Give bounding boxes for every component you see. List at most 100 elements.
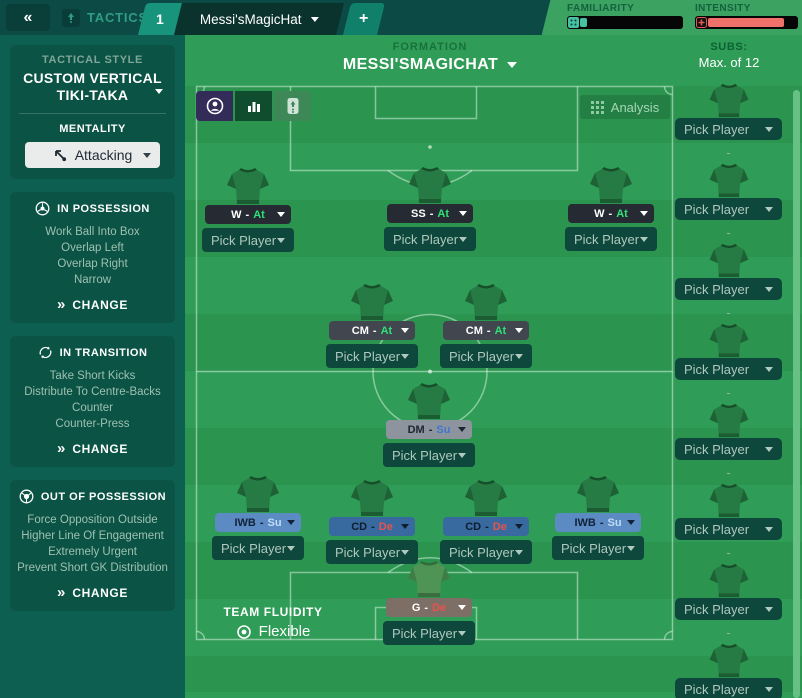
position-slot-winger-right: W - At Pick Player xyxy=(565,204,657,251)
role-dropdown[interactable]: W - At xyxy=(568,204,654,223)
instruction-item: Higher Line Of Engagement xyxy=(21,530,164,542)
position-slot-winger-left: W - At Pick Player xyxy=(202,205,294,252)
pick-player-dropdown[interactable]: Pick Player xyxy=(202,228,294,252)
subs-scrollbar[interactable] xyxy=(793,90,800,698)
pick-player-dropdown[interactable]: Pick Player xyxy=(552,536,644,560)
tactics-nav-label: TACTICS xyxy=(87,10,148,25)
role-separator: - xyxy=(608,207,613,220)
instruction-item: Prevent Short GK Distribution xyxy=(17,562,168,574)
tab-name-label: Messi'sMagicHat xyxy=(199,11,302,27)
formation-dropdown[interactable]: MESSI'SMAGICHAT xyxy=(343,56,518,74)
player-shirt-icon[interactable] xyxy=(407,165,453,205)
player-shirt-icon[interactable] xyxy=(225,166,271,206)
in-transition-card: IN TRANSITION Take Short Kicks Distribut… xyxy=(10,336,175,467)
goalkeeper-shirt-icon[interactable] xyxy=(406,559,452,599)
sub-slot-2: Pick Player - xyxy=(675,198,782,239)
role-separator: - xyxy=(424,601,429,614)
analysis-button[interactable]: Analysis xyxy=(580,95,670,119)
tactical-style-label: TACTICAL STYLE xyxy=(42,54,143,66)
sub-pick-player-dropdown[interactable]: Pick Player xyxy=(675,198,782,220)
chevron-down-icon xyxy=(401,549,409,555)
pick-player-dropdown[interactable]: Pick Player xyxy=(440,540,532,564)
role-dropdown[interactable]: CM - At xyxy=(329,321,415,340)
role-dropdown[interactable]: IWB - Su xyxy=(555,513,641,532)
sub-pick-player-dropdown[interactable]: Pick Player xyxy=(675,358,782,380)
mentality-dropdown[interactable]: Attacking xyxy=(25,142,160,168)
role-label: IWB xyxy=(234,516,256,529)
pick-player-dropdown[interactable]: Pick Player xyxy=(440,344,532,368)
player-shirt-icon[interactable] xyxy=(463,282,509,322)
tactic-tabs: 1 Messi'sMagicHat + xyxy=(138,3,385,35)
role-dropdown[interactable]: IWB - Su xyxy=(215,513,301,532)
role-dropdown[interactable]: CM - At xyxy=(443,321,529,340)
chevron-down-icon xyxy=(401,353,409,359)
sub-pick-player-dropdown[interactable]: Pick Player xyxy=(675,518,782,540)
sub-pick-player-dropdown[interactable]: Pick Player xyxy=(675,678,782,698)
tactics-nav[interactable]: TACTICS xyxy=(62,0,148,35)
role-dropdown[interactable]: CD - De xyxy=(329,517,415,536)
pick-player-label: Pick Player xyxy=(561,540,627,556)
sub-pick-player-dropdown[interactable]: Pick Player xyxy=(675,598,782,620)
instruction-item: Extremely Urgent xyxy=(48,546,137,558)
pick-player-label: Pick Player xyxy=(684,441,750,457)
role-dropdown[interactable]: W - At xyxy=(205,205,291,224)
pick-player-label: Pick Player xyxy=(574,231,640,247)
stats-view-button[interactable] xyxy=(235,91,272,121)
duty-label: Su xyxy=(267,516,282,529)
pick-player-dropdown[interactable]: Pick Player xyxy=(326,540,418,564)
pick-player-label: Pick Player xyxy=(684,121,750,137)
role-separator: - xyxy=(372,324,377,337)
sub-pick-player-dropdown[interactable]: Pick Player xyxy=(675,118,782,140)
position-slot-iwb-right: IWB - Su Pick Player xyxy=(552,513,644,560)
intensity-fill xyxy=(708,18,784,27)
player-shirt-icon[interactable] xyxy=(235,474,281,514)
tactical-style-dropdown[interactable]: CUSTOM VERTICAL TIKI-TAKA xyxy=(23,70,162,103)
pick-player-dropdown[interactable]: Pick Player xyxy=(565,227,657,251)
role-dropdown[interactable]: CD - De xyxy=(443,517,529,536)
in-possession-change-button[interactable]: » CHANGE xyxy=(57,296,128,313)
tactic-tab[interactable]: Messi'sMagicHat xyxy=(174,3,344,35)
duty-label: De xyxy=(378,520,393,533)
pick-player-dropdown[interactable]: Pick Player xyxy=(212,536,304,560)
formation-label: FORMATION xyxy=(392,41,468,53)
sub-slot-4: Pick Player - xyxy=(675,358,782,399)
role-dropdown[interactable]: DM - Su xyxy=(386,420,472,439)
sub-pick-player-dropdown[interactable]: Pick Player xyxy=(675,278,782,300)
position-slot-cd-left: CD - De Pick Player xyxy=(326,517,418,564)
double-chevron-icon: » xyxy=(57,296,66,313)
pick-player-dropdown[interactable]: Pick Player xyxy=(383,443,475,467)
player-view-button[interactable] xyxy=(196,91,233,121)
sub-slot-3: Pick Player - xyxy=(675,278,782,319)
sub-pick-player-dropdown[interactable]: Pick Player xyxy=(675,438,782,460)
chevron-down-icon xyxy=(287,545,295,551)
out-of-possession-change-button[interactable]: » CHANGE xyxy=(57,584,128,601)
team-fluidity-label: TEAM FLUIDITY xyxy=(223,605,323,619)
role-dropdown[interactable]: SS - At xyxy=(387,204,473,223)
tactics-sidebar: TACTICAL STYLE CUSTOM VERTICAL TIKI-TAKA… xyxy=(0,35,185,698)
player-shirt-icon[interactable] xyxy=(575,474,621,514)
role-dropdown[interactable]: G - De xyxy=(386,598,472,617)
mentality-value: Attacking xyxy=(74,147,133,163)
tactics-icon xyxy=(62,8,80,27)
pick-player-dropdown[interactable]: Pick Player xyxy=(384,227,476,251)
back-button[interactable]: « xyxy=(6,4,50,31)
player-shirt-icon[interactable] xyxy=(349,478,395,518)
player-shirt-icon[interactable] xyxy=(406,381,452,421)
pick-player-label: Pick Player xyxy=(221,540,287,556)
pick-player-label: Pick Player xyxy=(684,521,750,537)
pick-player-label: Pick Player xyxy=(392,447,458,463)
in-transition-change-button[interactable]: » CHANGE xyxy=(57,440,128,457)
pick-player-dropdown[interactable]: Pick Player xyxy=(326,344,418,368)
pick-player-dropdown[interactable]: Pick Player xyxy=(383,621,475,645)
player-shirt-icon[interactable] xyxy=(588,165,634,205)
add-tactic-button[interactable]: + xyxy=(343,3,385,35)
player-shirt-icon[interactable] xyxy=(463,478,509,518)
shirt-view-button[interactable] xyxy=(274,91,311,121)
player-shirt-icon[interactable] xyxy=(349,282,395,322)
instruction-item: Take Short Kicks xyxy=(49,370,136,382)
chevron-down-icon xyxy=(640,236,648,242)
role-label: CM xyxy=(465,324,483,337)
sub-empty-value: - xyxy=(726,225,731,240)
person-icon xyxy=(206,97,223,115)
